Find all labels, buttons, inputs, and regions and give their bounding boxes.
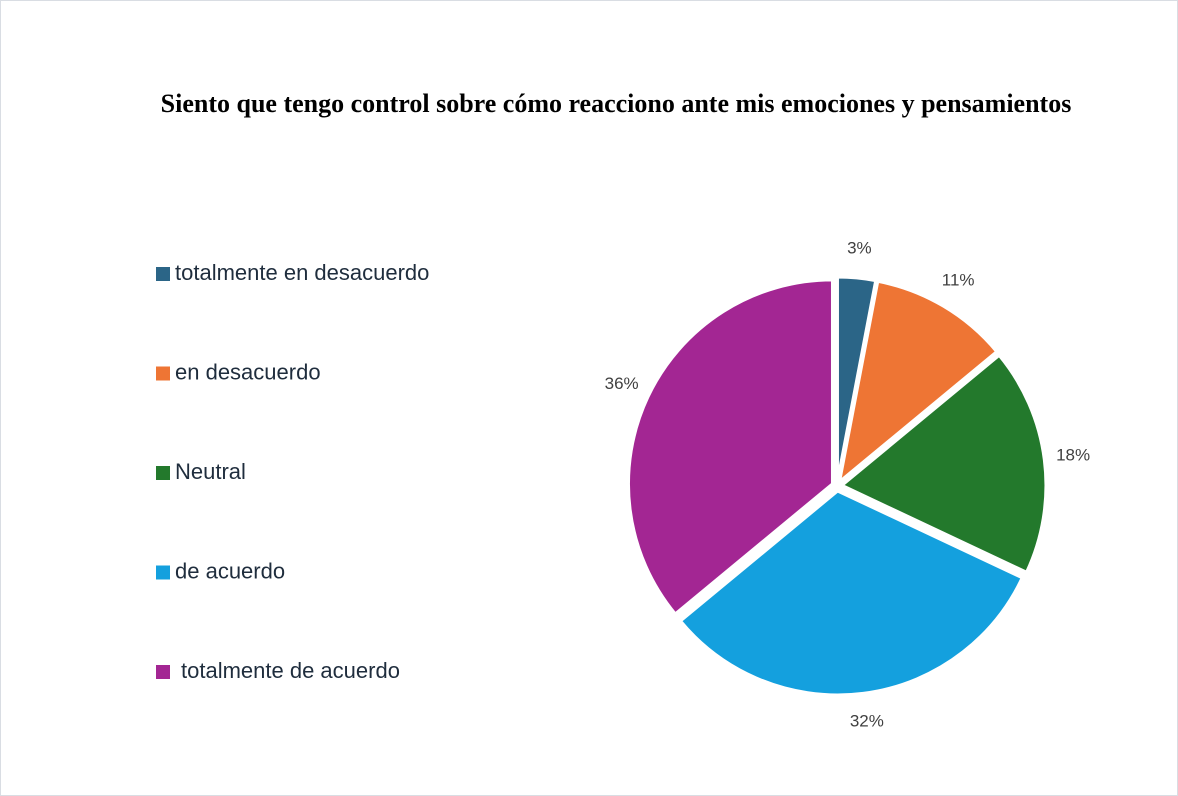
legend-swatch [156, 267, 170, 281]
pie-slice [839, 353, 1048, 575]
pie-slice [835, 275, 878, 482]
pie-slice [626, 278, 834, 617]
data-label: 11% [942, 271, 975, 290]
legend-label: totalmente de acuerdo [181, 658, 400, 683]
pie-slice [837, 279, 999, 486]
chart-title: Siento que tengo control sobre cómo reac… [160, 89, 1072, 118]
data-label: 3% [847, 239, 872, 258]
legend-swatch [156, 366, 170, 381]
legend-swatch [156, 565, 170, 580]
legend-label: totalmente en desacuerdo [175, 260, 429, 285]
legend-swatch [156, 665, 170, 679]
legend-swatch [156, 466, 170, 480]
legend-label: en desacuerdo [175, 359, 321, 384]
data-label: 18% [1056, 446, 1090, 465]
legend-label: de acuerdo [175, 558, 285, 583]
data-label: 36% [605, 374, 639, 393]
legend-label: Neutral [175, 459, 246, 484]
data-label: 32% [850, 712, 884, 731]
pie-slice [678, 489, 1025, 697]
